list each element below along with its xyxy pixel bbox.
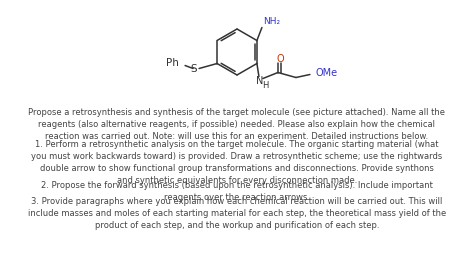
Text: O: O xyxy=(276,54,284,65)
Text: 2. Propose the forward synthesis (based upon the retrosynthetic analysis). Inclu: 2. Propose the forward synthesis (based … xyxy=(41,181,433,202)
Text: 1. Perform a retrosynthetic analysis on the target molecule. The organic startin: 1. Perform a retrosynthetic analysis on … xyxy=(31,140,443,186)
Text: NH₂: NH₂ xyxy=(263,18,280,26)
Text: Propose a retrosynthesis and synthesis of the target molecule (see picture attac: Propose a retrosynthesis and synthesis o… xyxy=(28,108,446,141)
Text: 3. Provide paragraphs where you explain how each chemical reaction will be carri: 3. Provide paragraphs where you explain … xyxy=(28,197,446,230)
Text: Ph: Ph xyxy=(166,58,179,69)
Text: S: S xyxy=(191,65,197,74)
Text: OMe: OMe xyxy=(316,68,338,77)
Text: H: H xyxy=(262,81,268,90)
Text: N: N xyxy=(256,76,264,85)
